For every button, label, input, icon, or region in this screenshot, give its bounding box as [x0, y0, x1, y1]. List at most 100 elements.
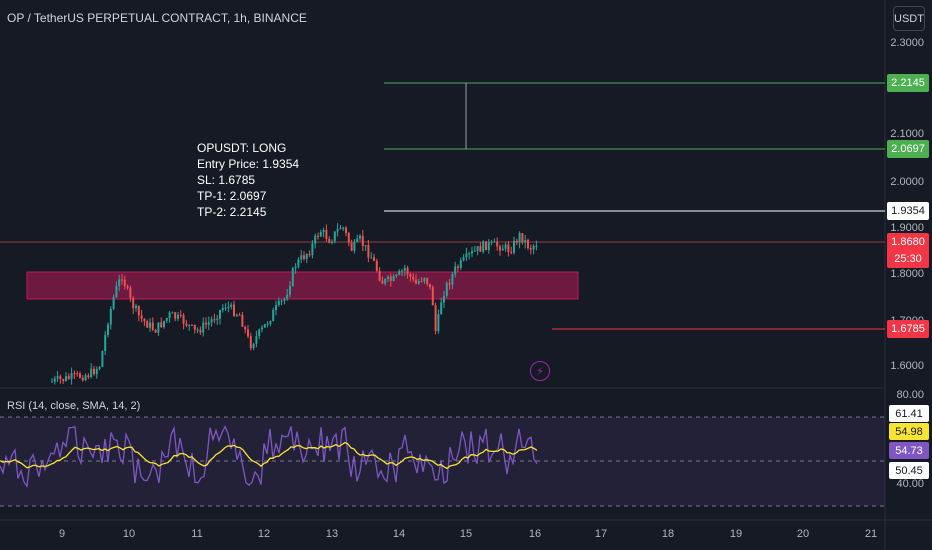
candle-body [247, 329, 249, 337]
trade-note[interactable]: OPUSDT: LONG Entry Price: 1.9354 SL: 1.6… [197, 140, 299, 220]
time-axis-label: 12 [257, 528, 271, 540]
candle-body [174, 312, 177, 319]
candle-body [370, 257, 373, 259]
price-axis-label: 2.3000 [890, 37, 924, 49]
candle-body [510, 251, 513, 253]
candle-body [233, 304, 235, 316]
price-axis-label: 1.9000 [890, 222, 924, 234]
candle-body [294, 266, 297, 269]
candle-body [401, 270, 403, 272]
candle-body [160, 322, 163, 328]
candle-body [445, 283, 448, 296]
candle-body [493, 241, 496, 243]
time-axis-label: 9 [58, 528, 66, 540]
candle-body [104, 334, 107, 352]
candle-body [129, 287, 132, 298]
candle-body [224, 307, 227, 309]
candle-body [277, 300, 280, 306]
candle-body [266, 323, 269, 325]
candle-body [165, 318, 168, 321]
candle-body [210, 319, 213, 323]
time-axis-label: 11 [191, 528, 203, 540]
candle-body [462, 257, 465, 261]
candle-body [219, 310, 221, 319]
candle-body [359, 235, 361, 239]
candle-body [258, 329, 261, 337]
candle-body [244, 326, 247, 330]
candle-body [353, 242, 356, 251]
rsi-indicator-label[interactable]: RSI (14, close, SMA, 14, 2) [7, 400, 141, 412]
candle-body [473, 250, 476, 252]
rsi-upper-tag: 61.41 [889, 405, 929, 422]
rsi-sma-tag: 54.98 [889, 423, 929, 440]
candle-body [193, 324, 196, 330]
time-axis-label: 19 [729, 528, 743, 540]
candle-body [429, 283, 431, 288]
time-axis-label: 13 [325, 528, 339, 540]
candle-body [249, 336, 252, 349]
candle-body [532, 245, 535, 250]
candle-body [535, 245, 538, 247]
candle-body [515, 240, 518, 243]
candle-body [202, 322, 205, 333]
candle-body [499, 246, 501, 251]
candle-body [297, 259, 300, 267]
candle-body [252, 343, 255, 349]
candle-body [149, 322, 151, 328]
currency-button[interactable]: USDT [893, 6, 925, 31]
candle-body [53, 378, 56, 382]
candle-body [121, 279, 123, 281]
tp2-price-tag[interactable]: 2.2145 [887, 74, 929, 92]
lightning-icon[interactable]: ⚡ [530, 361, 550, 381]
candle-body [367, 245, 370, 258]
candle-body [93, 368, 95, 375]
candle-body [434, 305, 437, 331]
candle-body [283, 298, 286, 301]
sl-price-tag[interactable]: 1.6785 [887, 320, 929, 338]
time-axis-label: 14 [392, 528, 406, 540]
candle-body [51, 381, 53, 383]
candle-body [319, 231, 322, 237]
candle-body [227, 306, 230, 308]
candle-body [457, 266, 459, 268]
candle-body [479, 246, 482, 252]
candle-body [280, 300, 283, 302]
candle-body [406, 267, 409, 275]
candle-body [87, 375, 90, 378]
candle-body [151, 322, 154, 330]
candle-body [157, 322, 160, 333]
candle-body [459, 260, 462, 268]
candle-body [115, 285, 118, 298]
candle-body [140, 315, 143, 319]
candle-body [261, 327, 263, 330]
time-axis-label: 17 [594, 528, 608, 540]
chart-title[interactable]: OP / TetherUS PERPETUAL CONTRACT, 1h, BI… [7, 11, 307, 25]
time-axis-label: 21 [864, 528, 878, 540]
candle-body [415, 279, 417, 284]
candle-body [387, 276, 389, 279]
candle-body [378, 270, 381, 281]
candle-body [275, 305, 277, 311]
candle-body [56, 376, 59, 379]
candle-body [70, 373, 73, 379]
rsi-axis-label: 40.00 [896, 478, 924, 490]
trade-note-line: SL: 1.6785 [197, 173, 256, 187]
candle-body [289, 285, 291, 295]
current-price-tag[interactable]: 1.8680 [887, 233, 929, 251]
candle-body [440, 302, 443, 315]
price-axis-label: 1.6000 [890, 360, 924, 372]
candle-body [137, 305, 140, 316]
candle-body [487, 242, 490, 251]
candle-body [132, 297, 135, 309]
candle-body [230, 304, 233, 307]
candle-body [182, 315, 185, 324]
price-axis-label: 2.0000 [890, 176, 924, 188]
candle-body [109, 308, 112, 325]
support-zone[interactable] [26, 271, 579, 300]
candle-body [81, 377, 84, 381]
candle-body [325, 230, 328, 239]
candle-body [98, 366, 101, 369]
tp1-price-tag[interactable]: 2.0697 [887, 140, 929, 158]
entry-price-tag[interactable]: 1.9354 [887, 202, 929, 220]
